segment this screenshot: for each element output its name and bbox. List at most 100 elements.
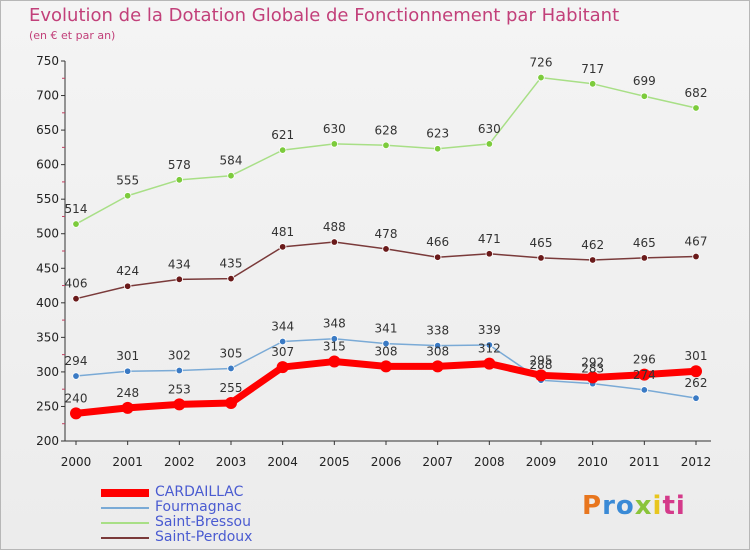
data-label-fourmagnac: 262 xyxy=(685,376,708,390)
x-tick-label: 2004 xyxy=(267,455,298,469)
data-label-cardaillac: 296 xyxy=(633,353,656,367)
data-label-fourmagnac: 348 xyxy=(323,317,346,331)
x-tick-label: 2007 xyxy=(422,455,453,469)
data-point-cardaillac xyxy=(431,360,444,373)
series-line-saint-bressou xyxy=(75,76,697,225)
data-point-saint-bressou xyxy=(537,73,545,82)
y-tick-label: 700 xyxy=(36,89,59,103)
data-point-fourmagnac xyxy=(485,341,494,349)
data-label-fourmagnac: 288 xyxy=(530,358,553,372)
data-point-saint-perdoux xyxy=(330,238,339,246)
data-point-cardaillac xyxy=(380,360,392,373)
data-point-cardaillac xyxy=(483,357,496,370)
data-point-fourmagnac xyxy=(640,386,649,394)
data-point-saint-bressou xyxy=(123,192,132,200)
y-tick-label: 400 xyxy=(36,296,59,310)
data-label-saint-perdoux: 424 xyxy=(116,264,139,278)
y-tick-label: 450 xyxy=(36,261,59,275)
data-point-saint-perdoux xyxy=(72,294,80,303)
data-label-cardaillac: 301 xyxy=(685,349,708,363)
series-layer xyxy=(70,73,702,420)
proxiti-logo: Proxiti xyxy=(582,491,686,521)
data-point-saint-perdoux xyxy=(433,253,442,261)
data-point-saint-bressou xyxy=(175,176,184,184)
data-label-fourmagnac: 302 xyxy=(168,349,191,363)
legend-swatch xyxy=(101,489,149,497)
data-label-cardaillac: 307 xyxy=(271,345,294,359)
logo-letter: o xyxy=(615,491,635,521)
data-label-saint-perdoux: 434 xyxy=(168,257,191,271)
data-label-cardaillac: 240 xyxy=(65,391,88,405)
data-label-saint-bressou: 630 xyxy=(323,122,346,136)
data-label-cardaillac: 308 xyxy=(375,344,398,358)
data-point-cardaillac xyxy=(535,369,547,382)
data-label-saint-perdoux: 462 xyxy=(581,238,604,252)
y-tick-label: 300 xyxy=(36,365,59,379)
data-label-fourmagnac: 341 xyxy=(375,322,398,336)
data-point-cardaillac xyxy=(121,401,134,414)
legend-swatch xyxy=(101,537,149,539)
x-tick-label: 2001 xyxy=(112,455,143,469)
x-tick-label: 2008 xyxy=(474,455,505,469)
data-label-fourmagnac: 305 xyxy=(220,346,243,360)
logo-letter: i xyxy=(652,491,663,521)
data-point-saint-bressou xyxy=(278,146,287,154)
data-point-cardaillac xyxy=(70,407,82,420)
data-point-cardaillac xyxy=(225,397,237,409)
data-point-fourmagnac xyxy=(175,366,184,375)
y-tick-label: 650 xyxy=(36,123,59,137)
logo-letter: r xyxy=(602,491,616,521)
x-tick-label: 2009 xyxy=(526,455,557,469)
data-point-saint-bressou xyxy=(433,145,442,153)
data-label-fourmagnac: 338 xyxy=(426,324,449,338)
logo-letter: i xyxy=(675,491,686,521)
y-tick-label: 750 xyxy=(36,54,59,68)
data-label-saint-perdoux: 481 xyxy=(271,225,294,239)
data-point-fourmagnac xyxy=(382,339,390,348)
data-point-saint-bressou xyxy=(330,140,339,148)
data-label-fourmagnac: 294 xyxy=(65,354,88,368)
data-point-cardaillac xyxy=(173,398,186,411)
data-label-saint-bressou: 699 xyxy=(633,74,656,88)
x-tick-label: 2002 xyxy=(164,455,195,469)
data-label-fourmagnac: 301 xyxy=(116,349,139,363)
y-tick-label: 350 xyxy=(36,330,59,344)
data-label-saint-perdoux: 465 xyxy=(633,236,656,250)
legend-swatch xyxy=(101,522,149,524)
data-point-fourmagnac xyxy=(330,335,339,343)
legend-label: Fourmagnac xyxy=(155,499,242,515)
data-label-cardaillac: 312 xyxy=(478,342,501,356)
data-label-saint-bressou: 584 xyxy=(220,154,243,168)
data-label-cardaillac: 248 xyxy=(116,386,139,400)
data-point-fourmagnac xyxy=(72,372,80,380)
data-point-saint-perdoux xyxy=(692,252,700,261)
data-point-fourmagnac xyxy=(227,364,235,373)
chart-axes: 200 250 300 350 400 450 500 550 600 650 700 750 2000… xyxy=(36,54,711,469)
legend-label: Saint-Bressou xyxy=(155,514,251,530)
chart-title: Evolution de la Dotation Globale de Fonc… xyxy=(29,5,620,26)
data-point-cardaillac xyxy=(586,371,599,384)
data-label-saint-bressou: 630 xyxy=(478,122,501,136)
data-point-fourmagnac xyxy=(692,394,700,402)
logo-letter: x xyxy=(634,491,653,521)
x-tick-label: 2011 xyxy=(629,455,660,469)
data-point-saint-bressou xyxy=(382,141,390,149)
data-label-saint-perdoux: 478 xyxy=(375,227,398,241)
data-label-saint-bressou: 717 xyxy=(581,62,604,76)
data-label-fourmagnac: 339 xyxy=(478,323,501,337)
y-tick-label: 550 xyxy=(36,192,59,206)
data-label-cardaillac: 253 xyxy=(168,382,191,396)
data-label-saint-bressou: 623 xyxy=(426,127,449,141)
x-tick-label: 2000 xyxy=(61,455,92,469)
data-labels-layer: 514 555 578 584 621 630 628 623 630 726 717 699 682 4… xyxy=(65,56,708,406)
y-tick-label: 250 xyxy=(36,399,59,413)
data-label-saint-bressou: 682 xyxy=(685,86,708,100)
data-point-saint-perdoux xyxy=(485,250,494,258)
data-point-saint-perdoux xyxy=(227,274,235,283)
y-tick-label: 200 xyxy=(36,434,59,448)
data-label-saint-bressou: 726 xyxy=(530,56,553,70)
data-point-cardaillac xyxy=(690,365,702,378)
data-label-saint-perdoux: 471 xyxy=(478,232,501,246)
x-tick-label: 2012 xyxy=(681,455,712,469)
